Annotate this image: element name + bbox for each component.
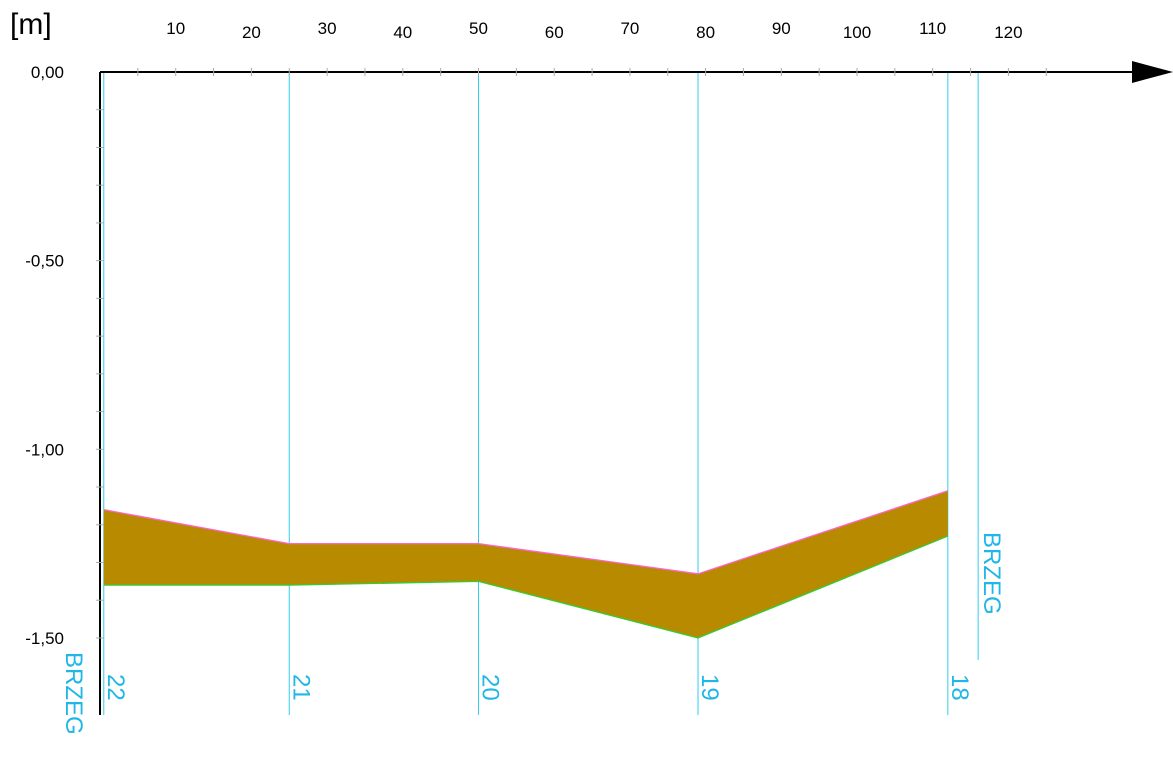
station-label: 22 [102,674,129,701]
x-tick-label: 80 [696,23,715,42]
x-tick-label: 40 [393,23,412,42]
bank-label-right: BRZEG [978,532,1005,615]
x-tick-label: 50 [469,19,488,38]
layer-top-line [103,490,949,575]
labels: 10 20 30 40 50 60 70 80 90 100 110 120 0,00 -0,50 -1,0… [10,8,1023,735]
x-tick-label: 10 [166,19,185,38]
x-tick-label: 60 [545,23,564,42]
x-tick-label: 100 [843,23,871,42]
bank-label-left: BRZEG [60,652,87,735]
axes [96,61,1173,715]
x-tick-label: 30 [318,19,337,38]
y-unit-label: [m] [10,8,52,41]
station-label: 21 [287,674,314,701]
x-tick-label: 120 [994,23,1022,42]
y-tick-label: -1,00 [25,440,64,459]
y-tick-label: -0,50 [25,252,64,271]
station-label: 18 [946,674,973,701]
layer-bottom-line [103,535,949,639]
x-tick-label: 20 [242,23,261,42]
station-lines [103,72,979,715]
x-tick-label: 90 [772,19,791,38]
layer-fill [103,490,948,638]
x-tick-label: 70 [620,19,639,38]
x-axis-arrow [1132,61,1173,83]
station-label: 20 [477,674,504,701]
station-label: 19 [696,674,723,701]
x-tick-label: 110 [919,19,946,38]
y-tick-label: 0,00 [31,63,64,82]
soil-layer [103,490,949,639]
y-tick-label: -1,50 [25,629,64,648]
